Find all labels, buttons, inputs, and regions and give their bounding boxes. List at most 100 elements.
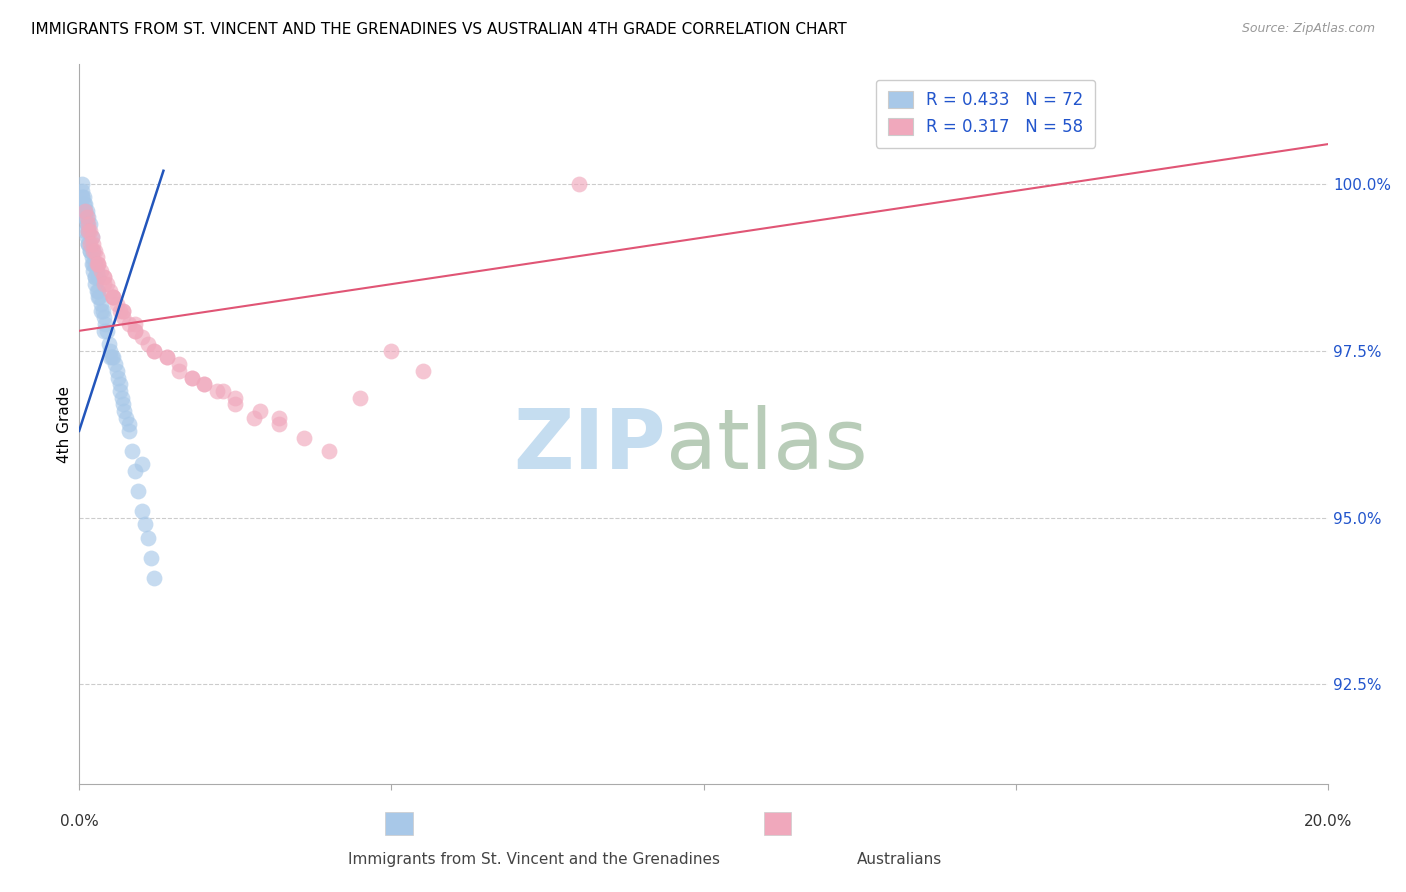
Point <box>136 531 159 545</box>
Point <box>108 303 131 318</box>
Point <box>70 190 93 204</box>
Point <box>87 290 110 304</box>
Point <box>93 270 115 285</box>
Point <box>103 351 125 365</box>
Point <box>249 404 271 418</box>
Text: ZIP: ZIP <box>513 405 666 486</box>
Point <box>380 343 402 358</box>
Point <box>568 177 591 191</box>
Point <box>77 237 100 252</box>
Point <box>79 217 101 231</box>
Point <box>87 284 110 298</box>
Point <box>243 410 266 425</box>
Point <box>224 391 246 405</box>
Point <box>155 351 177 365</box>
Point <box>80 230 103 244</box>
Point <box>98 337 121 351</box>
Point <box>180 370 202 384</box>
Point <box>124 317 146 331</box>
Point <box>93 310 115 325</box>
Point <box>96 324 118 338</box>
Point <box>86 284 108 298</box>
Point <box>111 397 134 411</box>
Point <box>205 384 228 398</box>
Point <box>86 257 108 271</box>
Point <box>349 391 371 405</box>
Point <box>118 417 141 432</box>
Point <box>91 303 114 318</box>
Point <box>143 343 166 358</box>
Point <box>121 443 143 458</box>
Text: 20.0%: 20.0% <box>1303 814 1353 830</box>
Point <box>79 224 101 238</box>
Point <box>77 224 100 238</box>
Point <box>131 330 153 344</box>
Point <box>70 184 93 198</box>
Point <box>82 244 104 258</box>
Point <box>87 270 110 285</box>
Point <box>143 571 166 585</box>
Point <box>77 211 100 225</box>
Point <box>70 177 93 191</box>
Point <box>318 443 340 458</box>
Point <box>76 217 98 231</box>
Point <box>267 417 290 432</box>
Point <box>124 324 146 338</box>
Point <box>111 303 134 318</box>
Point <box>77 237 100 252</box>
Point <box>94 317 117 331</box>
Point <box>82 257 104 271</box>
Point <box>77 224 100 238</box>
Point <box>115 410 138 425</box>
Point <box>111 303 134 318</box>
Point <box>73 197 96 211</box>
Point <box>83 244 105 258</box>
Point <box>193 377 215 392</box>
Point <box>131 504 153 518</box>
Point <box>124 324 146 338</box>
Point <box>76 217 98 231</box>
Point <box>193 377 215 392</box>
Point <box>134 517 156 532</box>
Point <box>118 317 141 331</box>
Point <box>93 277 115 292</box>
Text: Australians: Australians <box>858 852 942 867</box>
Point <box>167 357 190 371</box>
Point <box>79 237 101 252</box>
Point <box>412 364 434 378</box>
Point <box>267 410 290 425</box>
Point <box>75 203 97 218</box>
Point <box>108 384 131 398</box>
Point <box>96 277 118 292</box>
Point <box>82 237 104 252</box>
Point <box>103 290 125 304</box>
Point <box>111 310 134 325</box>
Point <box>105 297 128 311</box>
Point <box>75 203 97 218</box>
Point <box>76 211 98 225</box>
Point <box>139 550 162 565</box>
Point <box>292 431 315 445</box>
Point <box>86 251 108 265</box>
Point <box>83 270 105 285</box>
Point <box>76 203 98 218</box>
Point <box>80 230 103 244</box>
Point <box>108 377 131 392</box>
Point <box>83 277 105 292</box>
Point <box>75 224 97 238</box>
Point <box>93 324 115 338</box>
Point <box>131 457 153 471</box>
Point <box>224 397 246 411</box>
Point <box>127 483 149 498</box>
Point <box>103 290 125 304</box>
Point <box>82 244 104 258</box>
Point <box>211 384 233 398</box>
Point <box>80 251 103 265</box>
Point <box>86 264 108 278</box>
Text: IMMIGRANTS FROM ST. VINCENT AND THE GRENADINES VS AUSTRALIAN 4TH GRADE CORRELATI: IMMIGRANTS FROM ST. VINCENT AND THE GREN… <box>31 22 846 37</box>
Text: 0.0%: 0.0% <box>59 814 98 830</box>
Point <box>70 190 93 204</box>
Point <box>103 290 125 304</box>
Y-axis label: 4th Grade: 4th Grade <box>58 385 72 463</box>
Point <box>80 257 103 271</box>
